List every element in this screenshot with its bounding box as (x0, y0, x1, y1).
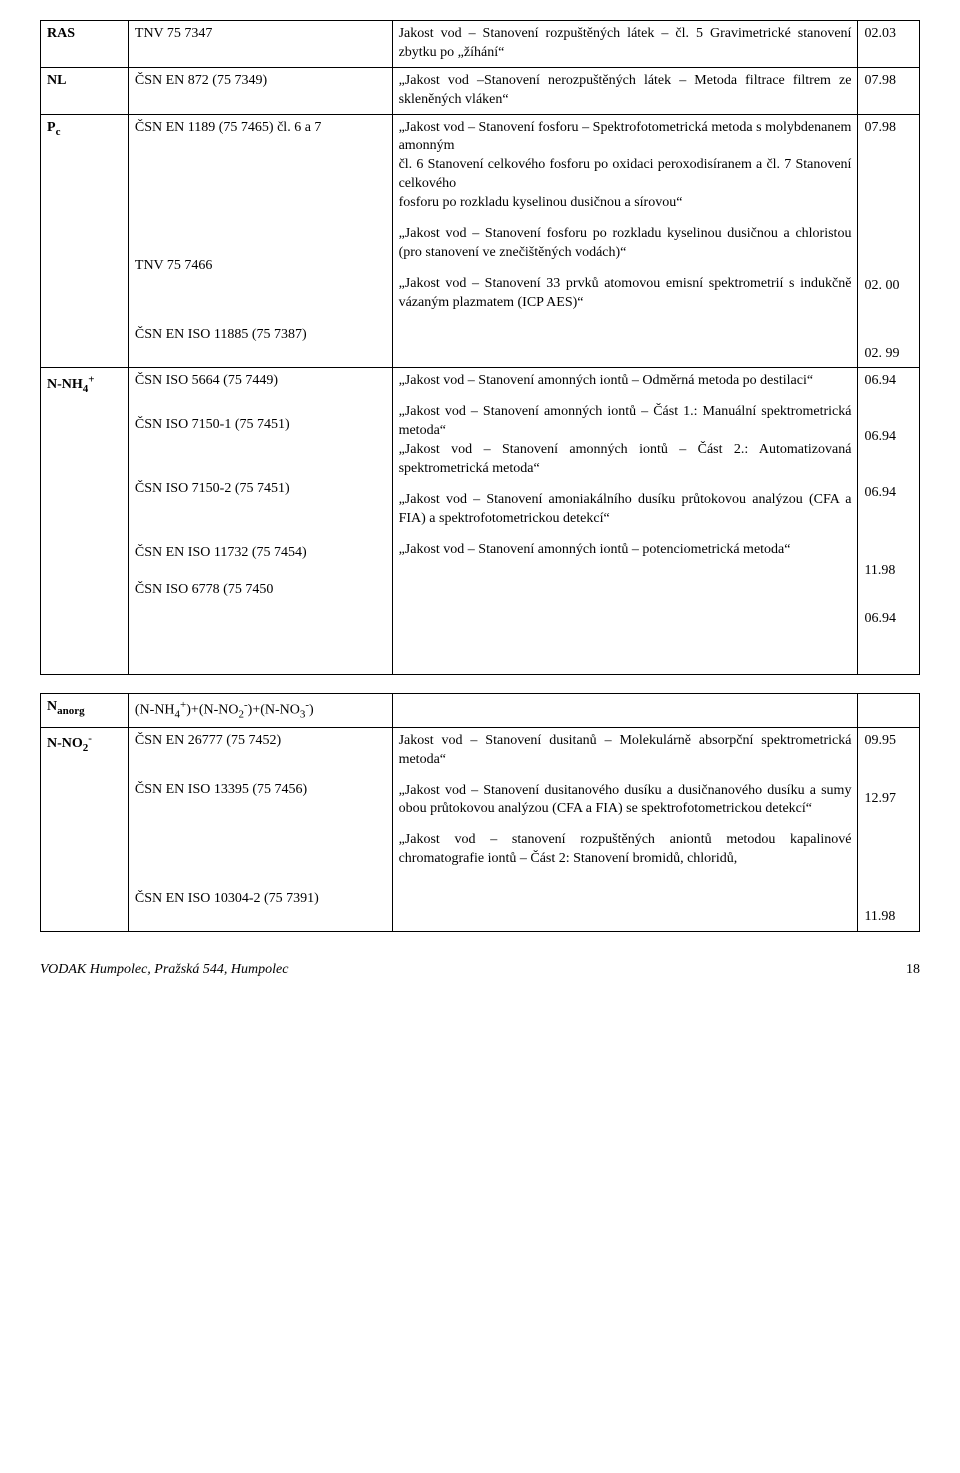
desc-cell: „Jakost vod –Stanovení nerozpuštěných lá… (392, 67, 858, 114)
page-number: 18 (906, 962, 920, 978)
footer-left: VODAK Humpolec, Pražská 544, Humpolec (40, 962, 288, 978)
date-cell: 06.94 (858, 606, 920, 675)
standards-table-2: Nanorg (N-NH4+)+(N-NO2-)+(N-NO3-) N-NO2-… (40, 693, 920, 931)
std-cell: ČSN EN 1189 (75 7465) čl. 6 a 7 TNV 75 7… (128, 114, 392, 368)
param-cell: N-NO2- (41, 727, 129, 931)
date-cell: 07.98 (858, 67, 920, 114)
param-cell: NL (41, 67, 129, 114)
date-cell: 12.97 (858, 786, 920, 904)
desc-cell: „Jakost vod – Stanovení amonných iontů –… (392, 368, 858, 675)
date-cell: 11.98 (858, 904, 920, 931)
date-cell (858, 694, 920, 727)
page-footer: VODAK Humpolec, Pražská 544, Humpolec 18 (40, 962, 920, 978)
date-cell: 09.95 (858, 727, 920, 786)
desc-cell: „Jakost vod – Stanovení fosforu – Spektr… (392, 114, 858, 368)
std-cell: ČSN EN 872 (75 7349) (128, 67, 392, 114)
desc-cell: Jakost vod – Stanovení dusitanů – Moleku… (392, 727, 858, 931)
date-cell: 06.94 (858, 480, 920, 558)
table-row-nno2: N-NO2- ČSN EN 26777 (75 7452) ČSN EN ISO… (41, 727, 920, 786)
date-cell: 02. 00 (858, 273, 920, 341)
desc-cell: Jakost vod – Stanovení rozpuštěných láte… (392, 21, 858, 68)
date-cell: 02. 99 (858, 341, 920, 368)
param-cell: N-NH4+ (41, 368, 129, 675)
date-cell: 02.03 (858, 21, 920, 68)
table-row: RAS TNV 75 7347 Jakost vod – Stanovení r… (41, 21, 920, 68)
standards-table-1: RAS TNV 75 7347 Jakost vod – Stanovení r… (40, 20, 920, 675)
std-cell: (N-NH4+)+(N-NO2-)+(N-NO3-) (128, 694, 392, 727)
desc-cell (392, 694, 858, 727)
param-cell: Pc (41, 114, 129, 368)
date-cell: 06.94 (858, 424, 920, 480)
table-row-nanorg: Nanorg (N-NH4+)+(N-NO2-)+(N-NO3-) (41, 694, 920, 727)
date-cell: 11.98 (858, 558, 920, 606)
date-cell: 07.98 (858, 114, 920, 273)
date-cell: 06.94 (858, 368, 920, 425)
std-cell: TNV 75 7347 (128, 21, 392, 68)
table-row-nnh4: N-NH4+ ČSN ISO 5664 (75 7449) ČSN ISO 71… (41, 368, 920, 425)
std-cell: ČSN EN 26777 (75 7452) ČSN EN ISO 13395 … (128, 727, 392, 931)
param-cell: RAS (41, 21, 129, 68)
table-row: NL ČSN EN 872 (75 7349) „Jakost vod –Sta… (41, 67, 920, 114)
std-cell: ČSN ISO 5664 (75 7449) ČSN ISO 7150-1 (7… (128, 368, 392, 675)
table-row-pc: Pc ČSN EN 1189 (75 7465) čl. 6 a 7 TNV 7… (41, 114, 920, 273)
param-cell: Nanorg (41, 694, 129, 727)
